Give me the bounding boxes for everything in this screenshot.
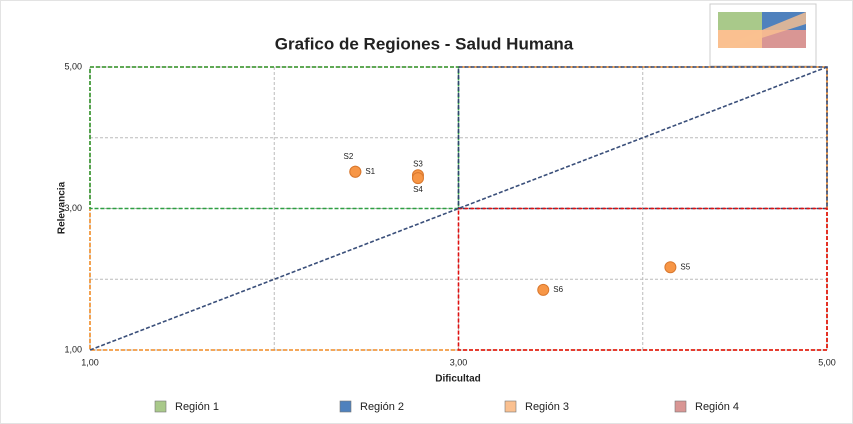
legend-label: Región 1 — [175, 401, 219, 413]
data-point — [411, 172, 424, 185]
legend-swatch — [674, 400, 687, 413]
point-label: S5 — [680, 262, 690, 271]
x-tick-label: 1,00 — [81, 357, 99, 367]
y-tick-label: 3,00 — [64, 203, 82, 213]
chart-title: Grafico de Regiones - Salud Humana — [275, 34, 574, 53]
x-axis-title: Dificultad — [435, 374, 481, 385]
thumbnail-region — [762, 30, 806, 48]
x-tick-label: 3,00 — [450, 357, 468, 367]
x-tick-label: 5,00 — [818, 357, 836, 367]
legend-label: Región 2 — [360, 401, 404, 413]
point-label: S4 — [413, 185, 423, 194]
legend-label: Región 4 — [695, 401, 739, 413]
legend-swatch — [339, 400, 352, 413]
thumbnail-region — [718, 12, 806, 48]
legend-swatch — [154, 400, 167, 413]
y-axis-title: Relevancia — [57, 181, 68, 234]
region — [457, 66, 828, 210]
data-point — [349, 165, 362, 178]
y-tick-label: 1,00 — [64, 344, 82, 354]
point-label: S2 — [344, 152, 354, 161]
diagonal-line — [89, 66, 828, 351]
point-label: S3 — [413, 159, 423, 168]
legend-swatch — [504, 400, 517, 413]
region — [457, 207, 828, 351]
thumbnail-region — [718, 12, 762, 30]
point-label: S1 — [365, 167, 375, 176]
point-label: S6 — [553, 285, 563, 294]
data-point — [537, 283, 550, 296]
legend-label: Región 3 — [525, 401, 569, 413]
thumbnail — [709, 3, 817, 67]
y-tick-label: 5,00 — [64, 61, 82, 71]
data-point — [664, 261, 677, 274]
